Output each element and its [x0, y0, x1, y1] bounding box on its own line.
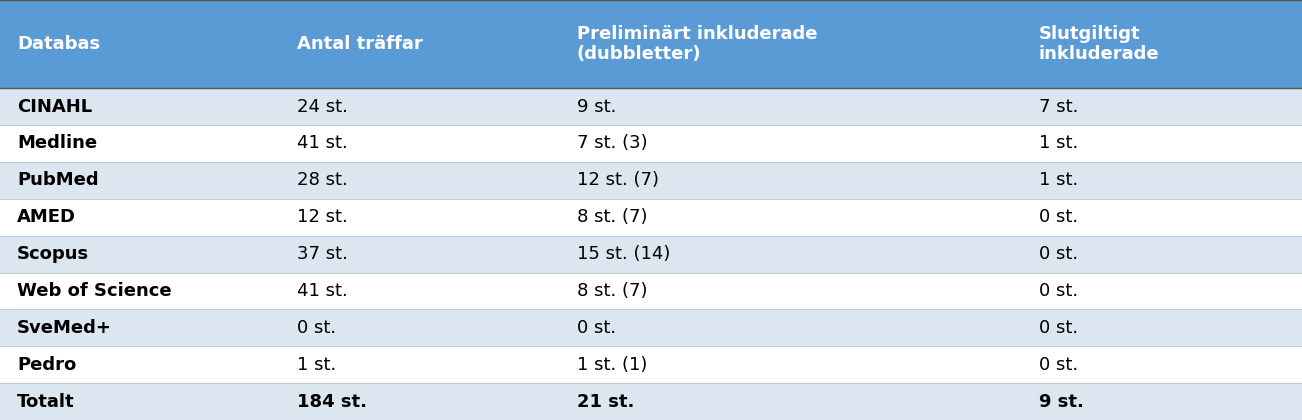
Text: 15 st. (14): 15 st. (14): [577, 245, 671, 263]
Text: 28 st.: 28 st.: [297, 171, 348, 189]
Text: 184 st.: 184 st.: [297, 393, 367, 411]
Bar: [1022, 88, 1302, 125]
Text: 37 st.: 37 st.: [297, 245, 348, 263]
Bar: [0, 88, 280, 125]
Text: 0 st.: 0 st.: [1039, 282, 1078, 300]
Bar: [560, 125, 1022, 162]
Bar: [0, 236, 280, 273]
Bar: [280, 346, 560, 383]
Bar: [0, 125, 280, 162]
Text: PubMed: PubMed: [17, 171, 99, 189]
Bar: [560, 273, 1022, 310]
Bar: [1022, 273, 1302, 310]
Text: Web of Science: Web of Science: [17, 282, 172, 300]
Text: 0 st.: 0 st.: [1039, 356, 1078, 374]
Text: 0 st.: 0 st.: [1039, 208, 1078, 226]
Text: 24 st.: 24 st.: [297, 97, 348, 116]
Bar: [0, 162, 280, 199]
Bar: [1022, 125, 1302, 162]
Text: Slutgiltigt
inkluderade: Slutgiltigt inkluderade: [1039, 25, 1160, 63]
Text: 12 st.: 12 st.: [297, 208, 348, 226]
Text: Pedro: Pedro: [17, 356, 77, 374]
Bar: [0, 310, 280, 346]
Bar: [280, 383, 560, 420]
Bar: [280, 310, 560, 346]
Bar: [560, 383, 1022, 420]
Text: Preliminärt inkluderade
(dubbletter): Preliminärt inkluderade (dubbletter): [577, 25, 818, 63]
Text: Antal träffar: Antal träffar: [297, 35, 423, 53]
Text: 41 st.: 41 st.: [297, 134, 348, 152]
Bar: [560, 199, 1022, 236]
Bar: [280, 273, 560, 310]
Text: 1 st.: 1 st.: [1039, 134, 1078, 152]
Bar: [560, 346, 1022, 383]
Bar: [280, 88, 560, 125]
Text: 8 st. (7): 8 st. (7): [577, 282, 647, 300]
Bar: [0, 0, 280, 88]
Text: 21 st.: 21 st.: [577, 393, 634, 411]
Text: Totalt: Totalt: [17, 393, 74, 411]
Text: 0 st.: 0 st.: [297, 319, 336, 337]
Text: 12 st. (7): 12 st. (7): [577, 171, 659, 189]
Bar: [0, 199, 280, 236]
Bar: [280, 162, 560, 199]
Text: 1 st.: 1 st.: [297, 356, 336, 374]
Text: SveMed+: SveMed+: [17, 319, 112, 337]
Text: Medline: Medline: [17, 134, 98, 152]
Text: AMED: AMED: [17, 208, 76, 226]
Text: Scopus: Scopus: [17, 245, 89, 263]
Bar: [1022, 162, 1302, 199]
Text: 0 st.: 0 st.: [1039, 319, 1078, 337]
Text: 0 st.: 0 st.: [577, 319, 616, 337]
Bar: [1022, 383, 1302, 420]
Text: 9 st.: 9 st.: [1039, 393, 1083, 411]
Bar: [0, 346, 280, 383]
Text: CINAHL: CINAHL: [17, 97, 92, 116]
Bar: [560, 310, 1022, 346]
Bar: [560, 0, 1022, 88]
Text: 9 st.: 9 st.: [577, 97, 616, 116]
Bar: [560, 162, 1022, 199]
Text: 0 st.: 0 st.: [1039, 245, 1078, 263]
Bar: [280, 236, 560, 273]
Bar: [280, 0, 560, 88]
Bar: [560, 88, 1022, 125]
Bar: [1022, 236, 1302, 273]
Bar: [1022, 346, 1302, 383]
Bar: [280, 199, 560, 236]
Bar: [560, 236, 1022, 273]
Text: 8 st. (7): 8 st. (7): [577, 208, 647, 226]
Text: 7 st.: 7 st.: [1039, 97, 1078, 116]
Text: Databas: Databas: [17, 35, 100, 53]
Text: 1 st. (1): 1 st. (1): [577, 356, 647, 374]
Bar: [1022, 199, 1302, 236]
Text: 7 st. (3): 7 st. (3): [577, 134, 647, 152]
Bar: [0, 273, 280, 310]
Text: 1 st.: 1 st.: [1039, 171, 1078, 189]
Bar: [1022, 0, 1302, 88]
Bar: [280, 125, 560, 162]
Bar: [1022, 310, 1302, 346]
Bar: [0, 383, 280, 420]
Text: 41 st.: 41 st.: [297, 282, 348, 300]
